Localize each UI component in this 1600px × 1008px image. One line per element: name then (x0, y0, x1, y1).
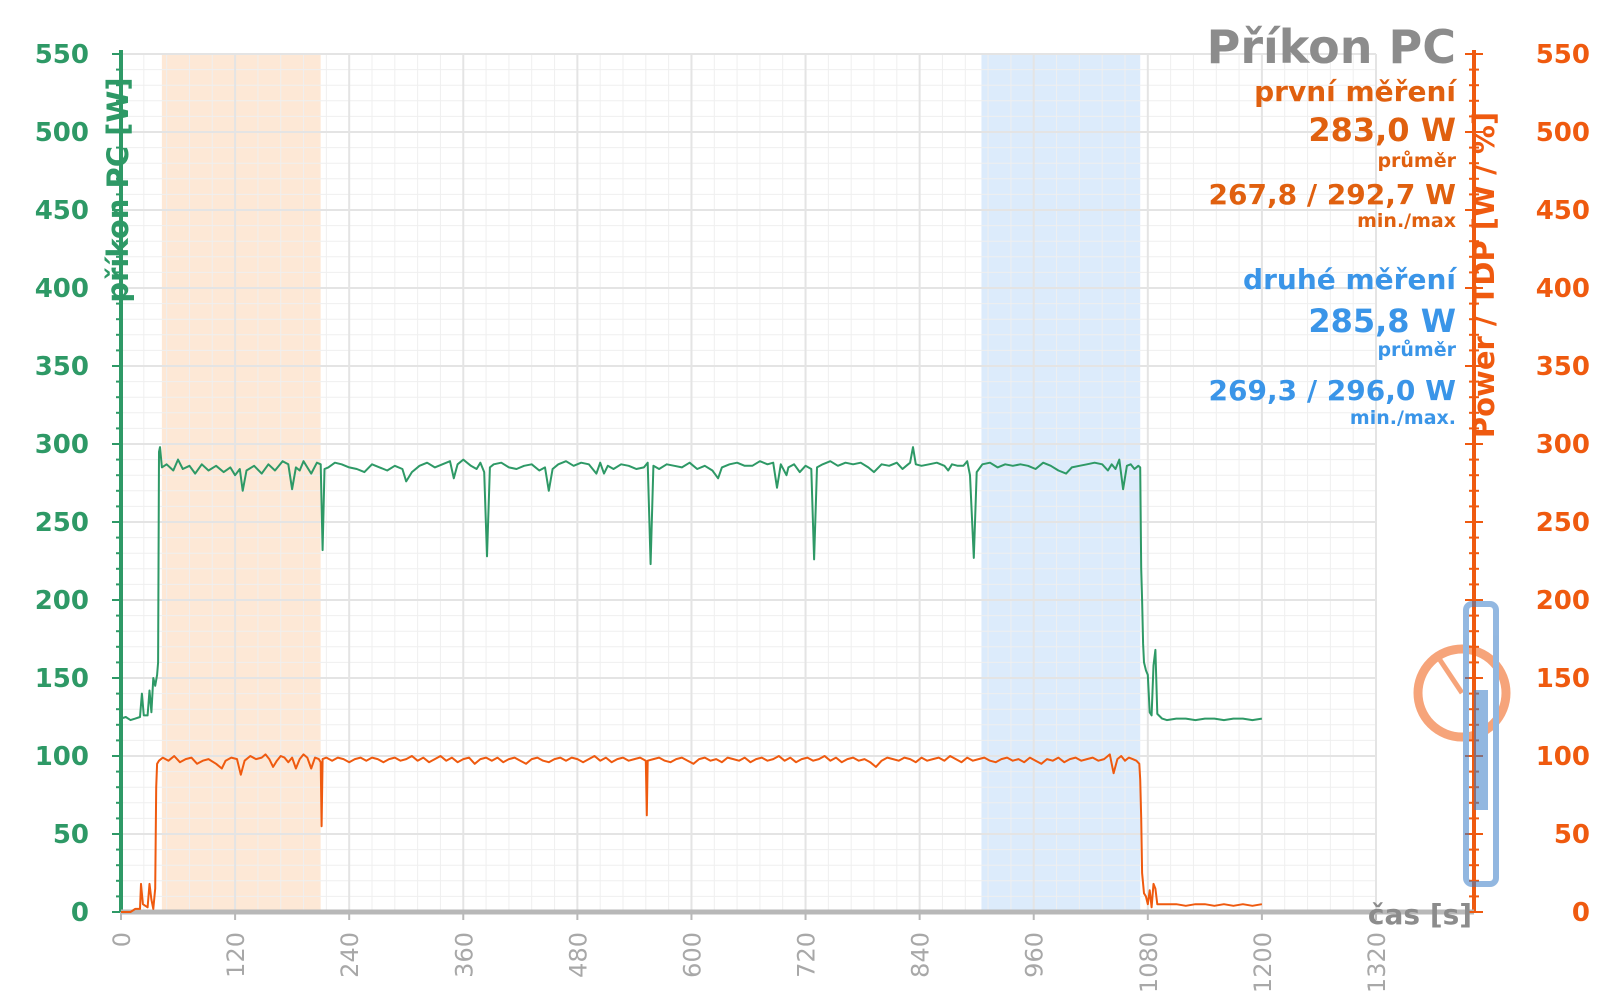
y-tick-label-right: 400 (1536, 274, 1590, 304)
first-measurement-title: první měření (1254, 75, 1457, 108)
y-tick-label-left: 250 (35, 508, 89, 538)
series-line-2 (121, 753, 1263, 913)
x-tick-label: 960 (1021, 932, 1049, 978)
x-tick-label: 1320 (1363, 932, 1391, 993)
y-tick-label-left: 50 (53, 820, 89, 850)
second-measurement-avg: 285,8 W (1308, 302, 1456, 340)
y-tick-label-left: 100 (35, 742, 89, 772)
y-tick-label-left: 350 (35, 352, 89, 382)
series-lines (120, 446, 1263, 913)
chart-title: Příkon PC (1207, 20, 1456, 74)
first-measurement-minmax: 267,8 / 292,7 W (1209, 178, 1457, 211)
second-measurement-minmax: 269,3 / 296,0 W (1209, 374, 1457, 407)
x-axis-title: čas [s] (1368, 898, 1472, 931)
y-tick-label-right: 50 (1554, 820, 1590, 850)
first-measurement-minmax-label: min./max (1357, 210, 1456, 232)
y-tick-label-right: 350 (1536, 352, 1590, 382)
series-line-1 (120, 446, 1263, 722)
y-tick-label-right: 550 (1536, 40, 1590, 70)
y-tick-label-left: 500 (35, 118, 89, 148)
y-tick-label-right: 300 (1536, 430, 1590, 460)
y-tick-label-right: 500 (1536, 118, 1590, 148)
x-tick-label: 720 (793, 932, 821, 978)
y-tick-label-right: 0 (1572, 898, 1590, 928)
x-tick-label: 1080 (1135, 932, 1163, 993)
y-tick-label-right: 200 (1536, 586, 1590, 616)
x-tick-label: 600 (678, 932, 706, 978)
tick-labels: 0 0 50 50 100 100 150 150 200 200 250 250 300 300 350 3… (35, 40, 1590, 993)
y-tick-label-right: 450 (1536, 196, 1590, 226)
x-tick-label: 360 (450, 932, 478, 978)
second-measurement-minmax-label: min./max. (1350, 407, 1456, 429)
shaded-region-2 (981, 54, 1141, 912)
pctuning-logo (1413, 601, 1511, 887)
y-tick-label-left: 0 (71, 898, 89, 928)
x-tick-label: 0 (108, 932, 136, 947)
y-tick-label-left: 200 (35, 586, 89, 616)
x-tick-label: 840 (907, 932, 935, 978)
y-tick-label-right: 150 (1536, 664, 1590, 694)
y-tick-label-right: 100 (1536, 742, 1590, 772)
second-measurement-title: druhé měření (1243, 263, 1457, 296)
x-tick-label: 480 (564, 932, 592, 978)
y-tick-label-left: 400 (35, 274, 89, 304)
first-measurement-avg: 283,0 W (1308, 111, 1456, 149)
y-tick-label-left: 300 (35, 430, 89, 460)
x-tick-label: 120 (222, 932, 250, 978)
y-tick-label-left: 550 (35, 40, 89, 70)
shaded-regions (161, 54, 1141, 912)
second-measurement-avg-label: průměr (1377, 338, 1456, 361)
first-measurement-avg-label: průměr (1377, 149, 1456, 172)
y-tick-label-left: 450 (35, 196, 89, 226)
grid (120, 53, 1377, 913)
y-axis-title-left: příkon PC [W] (101, 77, 135, 302)
y-tick-label-right: 250 (1536, 508, 1590, 538)
y-axis-title-right: Power / TDP [W / %] (1467, 112, 1501, 438)
y-tick-label-left: 150 (35, 664, 89, 694)
x-tick-label: 1200 (1249, 932, 1277, 993)
x-tick-label: 240 (336, 932, 364, 978)
